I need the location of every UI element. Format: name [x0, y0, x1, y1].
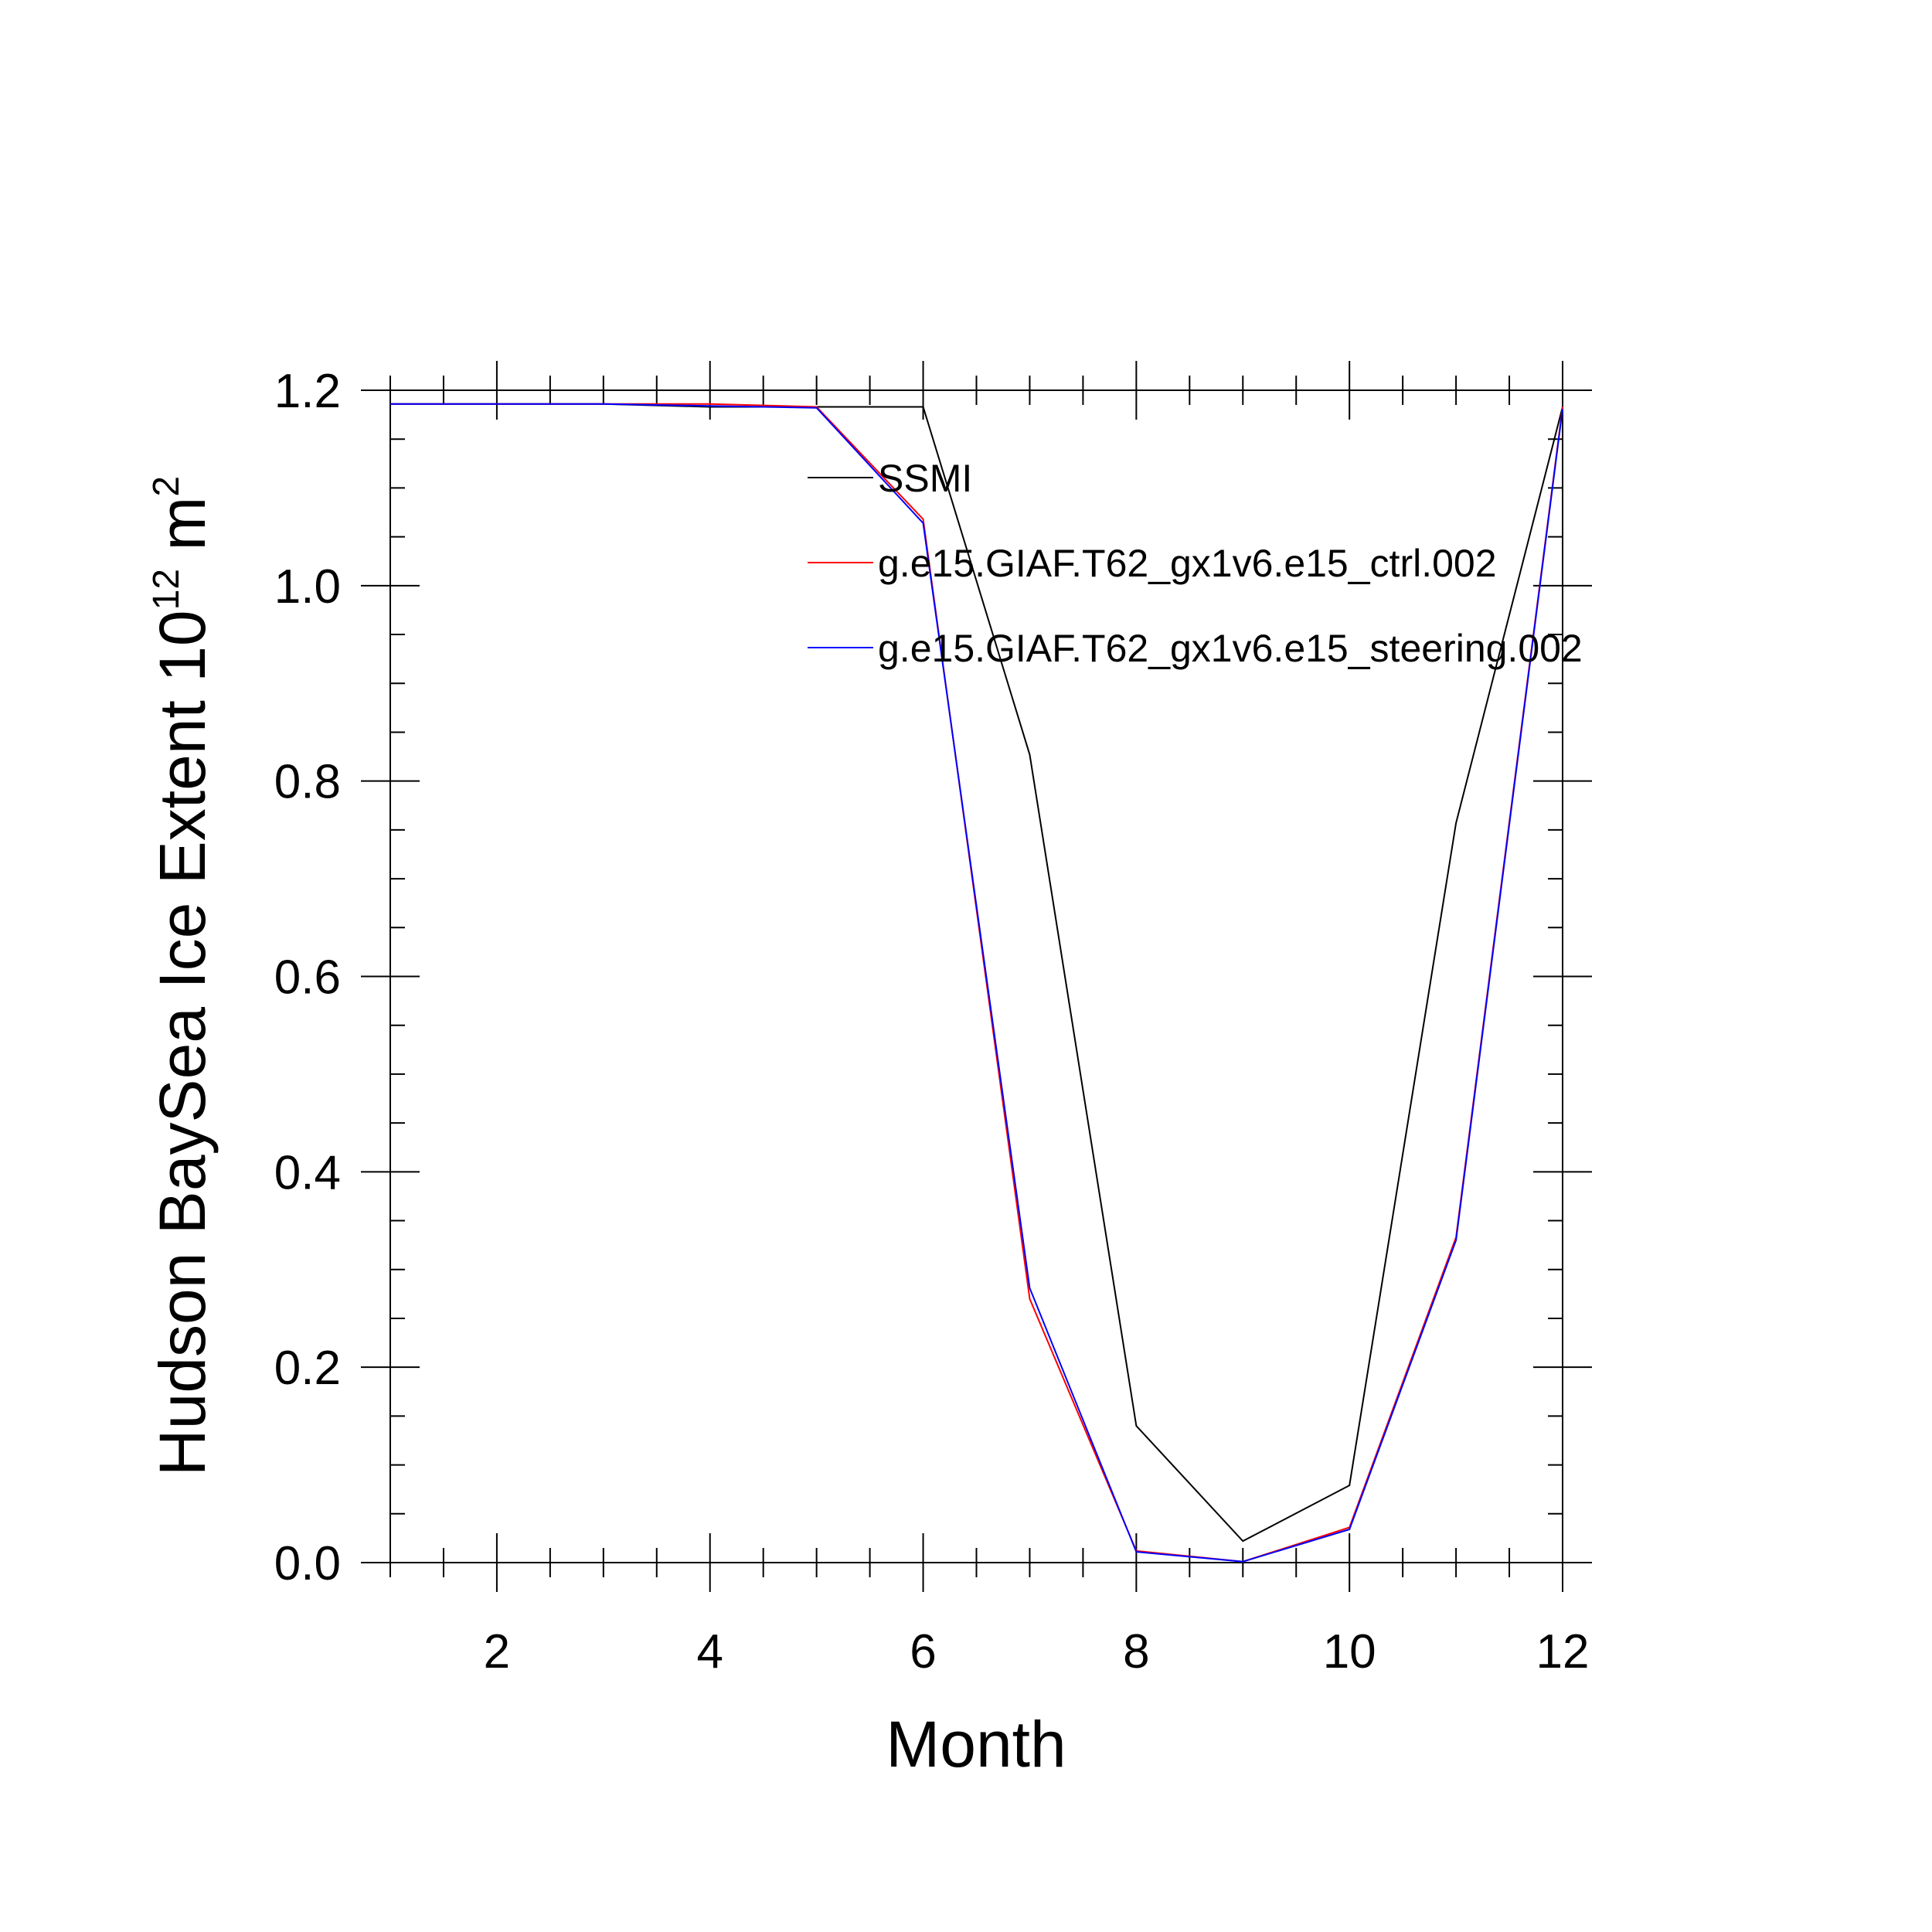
y-axis-title-exponent2: 2	[146, 476, 187, 497]
series-lines	[390, 403, 1563, 1563]
legend-label-3: g.e15.GIAF.T62_gx1v6.e15_steering.002	[878, 627, 1583, 670]
y-axis-title: Hudson BaySea Ice Extent 1012 m2	[146, 476, 219, 1476]
ticks: 2 4 6 8 10 12 0.0 0.2 0.4 0.6 0.8 1.0 1.2	[274, 361, 1592, 1679]
y-axis-title-exponent1: 12	[146, 569, 187, 610]
x-tick-label: 2	[484, 1625, 510, 1679]
y-tick-label: 0.6	[274, 951, 341, 1005]
series-line-3	[390, 403, 1563, 1563]
legend-label-2: g.e15.GIAF.T62_gx1v6.e15_ctrl.002	[878, 542, 1497, 585]
y-tick-label: 1.0	[274, 560, 341, 614]
y-axis-title-unit: m	[146, 497, 219, 569]
x-tick-label: 8	[1123, 1625, 1149, 1679]
y-tick-label: 1.2	[274, 365, 341, 418]
y-axis-title-prefix: Hudson BaySea Ice Extent 10	[146, 610, 219, 1476]
legend-label-1: SSMI	[878, 457, 972, 500]
legend: SSMI g.e15.GIAF.T62_gx1v6.e15_ctrl.002 g.e…	[808, 457, 1583, 670]
y-tick-label: 0.2	[274, 1342, 341, 1395]
y-tick-label: 0.4	[274, 1146, 341, 1199]
x-tick-label: 12	[1536, 1625, 1590, 1679]
x-axis-title: Month	[886, 1708, 1066, 1781]
y-tick-label: 0.0	[274, 1537, 341, 1590]
x-tick-label: 10	[1323, 1625, 1376, 1679]
x-tick-label: 6	[910, 1625, 936, 1679]
y-tick-label: 0.8	[274, 756, 341, 809]
x-tick-label: 4	[696, 1625, 723, 1679]
